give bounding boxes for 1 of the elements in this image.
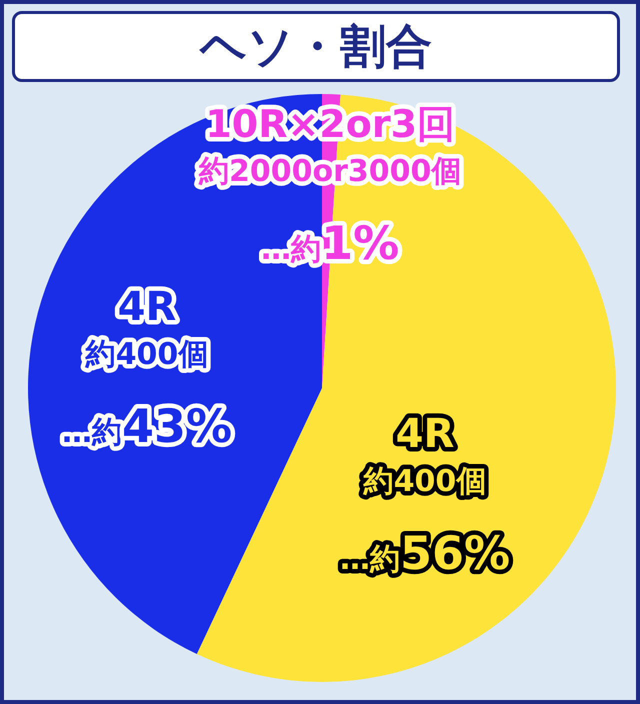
chart-title: ヘソ・割合 (12, 11, 620, 82)
